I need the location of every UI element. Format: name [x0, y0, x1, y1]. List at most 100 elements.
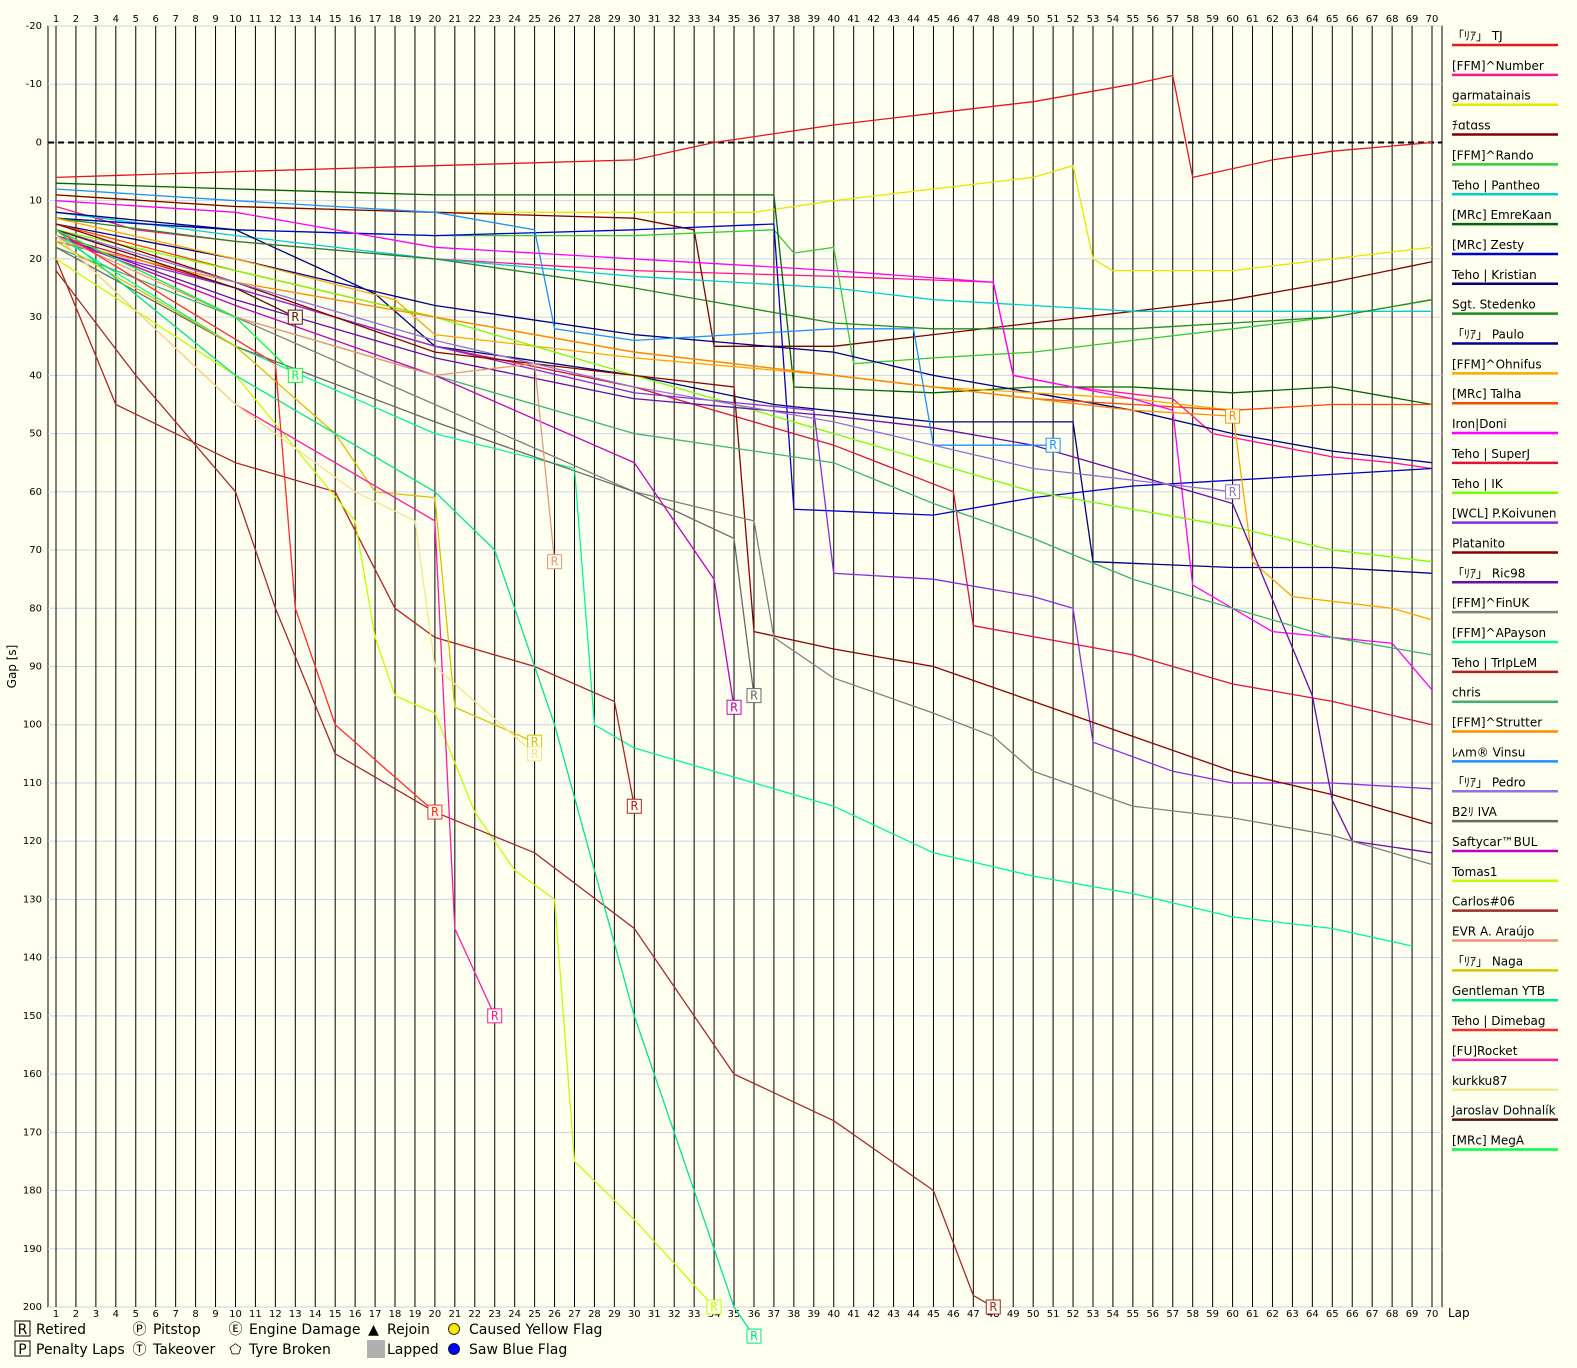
- x-tick-label-bottom: 65: [1326, 1309, 1339, 1320]
- y-tick-label: 110: [23, 778, 42, 789]
- y-tick-label: 150: [23, 1011, 42, 1022]
- retired-marker: [527, 746, 543, 762]
- series-line: [55, 229, 296, 376]
- x-tick-label-bottom: 14: [309, 1309, 322, 1320]
- retired-marker-symbol: R: [531, 747, 539, 761]
- series-line: [55, 235, 536, 755]
- y-tick-label: 140: [23, 953, 42, 964]
- key-symbol-frame: [14, 1340, 31, 1357]
- x-tick-label-bottom: 64: [1306, 1309, 1319, 1320]
- y-tick-label: 190: [23, 1244, 42, 1255]
- retired-marker-symbol: R: [750, 1329, 758, 1343]
- x-ticks-bottom: 1 2 3 4 5 6 7 8 9 10 11 12 13 14 15 16 17 18 19 20 21 22 23 24 2…: [53, 1309, 1439, 1320]
- legend-entry-label: Teho | Pantheo: [1451, 178, 1540, 192]
- x-tick-label-top: 6: [153, 14, 159, 25]
- x-tick-label-top: 28: [588, 14, 601, 25]
- x-tick-label-bottom: 60: [1226, 1309, 1239, 1320]
- x-tick-label-bottom: 44: [907, 1309, 920, 1320]
- x-tick-label-bottom: 27: [568, 1309, 581, 1320]
- x-tick-label-top: 3: [93, 14, 99, 25]
- x-tick-label-top: 63: [1286, 14, 1299, 25]
- x-tick-label-top: 21: [448, 14, 461, 25]
- y-tick-label: 10: [29, 196, 42, 207]
- key-label: Takeover: [152, 1342, 215, 1358]
- x-tick-label-top: 39: [807, 14, 820, 25]
- x-tick-label-bottom: 4: [113, 1309, 119, 1320]
- x-tick-label-top: 54: [1107, 14, 1120, 25]
- x-tick-label-bottom: 21: [448, 1309, 461, 1320]
- legend-entry-label: 「ﾘｱ」 Paulo: [1452, 328, 1524, 342]
- y-tick-label: 90: [29, 662, 42, 673]
- retired-marker-symbol: R: [990, 1300, 998, 1314]
- legend-entry-label: EVR A. Araújo: [1452, 925, 1534, 939]
- x-tick-label-top: 34: [708, 14, 721, 25]
- x-tick-label-top: 35: [728, 14, 741, 25]
- x-tick-label-bottom: 45: [927, 1309, 940, 1320]
- x-tick-label-bottom: 68: [1386, 1309, 1399, 1320]
- x-tick-label-top: 40: [827, 14, 840, 25]
- x-axis-label: Lap: [1448, 1306, 1470, 1320]
- retired-marker-symbol: R: [710, 1300, 718, 1314]
- y-tick-label: 170: [23, 1127, 42, 1138]
- retired-marker: [706, 1299, 722, 1315]
- x-tick-label-top: 20: [429, 14, 442, 25]
- series-line: [55, 211, 1433, 574]
- driver-legend: 「ﾘｱ」 TJ [FFM]^Number garmatainais ﾁɑtɑss [FF…: [1451, 29, 1558, 1151]
- y-tick-label: 70: [29, 545, 42, 556]
- x-tick-label-bottom: 10: [229, 1309, 242, 1320]
- x-tick-label-top: 10: [229, 14, 242, 25]
- series-line: [55, 235, 1413, 947]
- x-tick-label-top: 47: [967, 14, 980, 25]
- x-tick-label-top: 14: [309, 14, 322, 25]
- x-tick-label-bottom: 56: [1146, 1309, 1159, 1320]
- legend-entry-label: [FFM]^Number: [1452, 59, 1544, 73]
- x-tick-label-top: 67: [1366, 14, 1379, 25]
- x-tick-label-bottom: 67: [1366, 1309, 1379, 1320]
- series-line: [55, 200, 1433, 691]
- x-tick-label-top: 61: [1246, 14, 1259, 25]
- x-tick-label-top: 9: [212, 14, 218, 25]
- x-tick-label-bottom: 63: [1286, 1309, 1299, 1320]
- x-tick-label-top: 52: [1067, 14, 1080, 25]
- series-line: [55, 217, 1433, 365]
- retired-marker-symbol: R: [551, 555, 559, 569]
- key-symbol: Ⓔ: [229, 1322, 243, 1338]
- legend-entry-label: Teho | Dimebag: [1451, 1014, 1546, 1028]
- y-tick-label: 40: [29, 370, 42, 381]
- x-tick-label-top: 59: [1206, 14, 1219, 25]
- x-tick-label-top: 41: [847, 14, 860, 25]
- key-symbol: Ⓟ: [133, 1322, 147, 1338]
- key-symbol: P: [18, 1342, 26, 1358]
- x-tick-label-top: 30: [628, 14, 641, 25]
- x-tick-label-top: 55: [1127, 14, 1140, 25]
- series-line: [55, 223, 1433, 825]
- x-tick-label-bottom: 31: [648, 1309, 661, 1320]
- x-tick-label-bottom: 9: [212, 1309, 218, 1320]
- x-tick-label-top: 64: [1306, 14, 1319, 25]
- x-tick-label-bottom: 54: [1107, 1309, 1120, 1320]
- legend-entry-label: [WCL] P.Koivunen: [1452, 507, 1557, 521]
- x-tick-label-top: 51: [1047, 14, 1060, 25]
- series-line: [55, 235, 556, 562]
- retired-marker: [427, 804, 443, 820]
- x-tick-label-top: 68: [1386, 14, 1399, 25]
- x-tick-label-top: 65: [1326, 14, 1339, 25]
- x-tick-label-bottom: 16: [349, 1309, 362, 1320]
- series-line: [55, 258, 635, 807]
- x-tick-label-bottom: 37: [768, 1309, 781, 1320]
- x-tick-label-top: 22: [468, 14, 481, 25]
- series-line: [55, 74, 1433, 179]
- legend-entry-label: Teho | IK: [1451, 477, 1504, 491]
- y-tick-label: -20: [26, 21, 42, 32]
- legend-entry-label: 「ﾘｱ」 Naga: [1452, 954, 1523, 968]
- key-label: Retired: [36, 1322, 86, 1338]
- x-tick-label-bottom: 39: [807, 1309, 820, 1320]
- x-ticks-top: 1 2 3 4 5 6 7 8 9 10 11 12 13 14 15 16 17 18 19 20 21 22 23 24 2…: [53, 14, 1439, 25]
- legend-entry-label: Teho | SuperJ: [1451, 447, 1530, 461]
- legend-entry-label: 「ﾘｱ」 Pedro: [1452, 775, 1526, 789]
- x-tick-label-top: 37: [768, 14, 781, 25]
- y-axis-label: Gap [s]: [5, 645, 19, 689]
- series-lines: [55, 74, 1433, 1337]
- x-tick-label-top: 45: [927, 14, 940, 25]
- x-tick-label-bottom: 2: [73, 1309, 79, 1320]
